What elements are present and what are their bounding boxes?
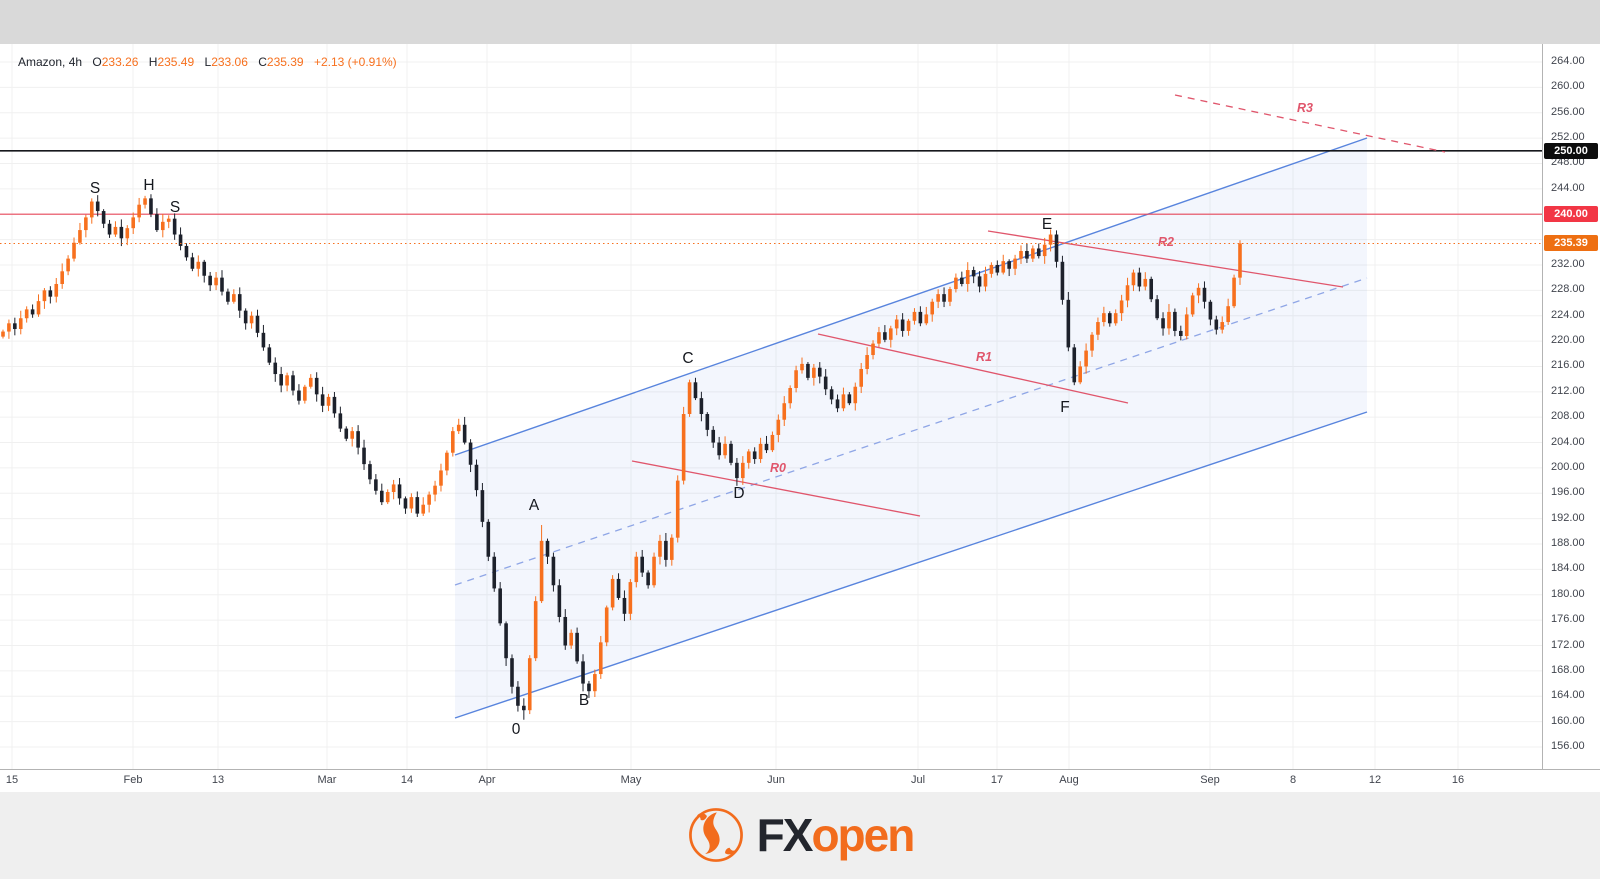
ohlc-low: L233.06 <box>204 55 248 69</box>
price-tick-label: 180.00 <box>1551 587 1585 600</box>
price-tick-label: 164.00 <box>1551 689 1585 702</box>
price-badge: 250.00 <box>1544 142 1598 159</box>
symbol-legend: Amazon, 4h O233.26 H235.49 L233.06 C235.… <box>18 55 404 69</box>
price-tick-label: 172.00 <box>1551 638 1585 651</box>
grid-lines <box>0 44 1542 769</box>
svg-text:0: 0 <box>512 721 521 738</box>
time-axis[interactable]: 15 Feb 13 Mar 14 Apr May Jun Jul 17 Aug Sep 8 12 16 <box>0 769 1600 792</box>
svg-text:A: A <box>529 497 540 514</box>
svg-text:E: E <box>1042 216 1052 233</box>
fxopen-logo[interactable]: FXopen <box>687 806 916 864</box>
time-tick-label: 8 <box>1289 774 1297 786</box>
time-tick-label: 17 <box>990 774 1004 786</box>
price-tick-label: 248.00 <box>1551 156 1585 169</box>
chart-pane[interactable]: R0 R1 R2 R3 S H S 0 A B C D E F Amazon, 4h O233.26 H2… <box>0 44 1542 769</box>
time-tick-label: 12 <box>1368 774 1382 786</box>
time-tick-label: Feb <box>123 774 143 786</box>
price-badge: 240.00 <box>1544 206 1598 223</box>
time-tick-label: Apr <box>478 774 496 786</box>
price-tick-label: 208.00 <box>1551 410 1585 423</box>
ohlc-open: O233.26 <box>92 55 139 69</box>
time-tick-label: 15 <box>5 774 19 786</box>
price-tick-label: 256.00 <box>1551 105 1585 118</box>
price-tick-label: 228.00 <box>1551 283 1585 296</box>
time-tick-label: May <box>620 774 642 786</box>
svg-text:R0: R0 <box>770 461 786 475</box>
price-badge: 235.39 <box>1544 235 1598 252</box>
svg-text:C: C <box>682 350 693 367</box>
price-tick-label: 232.00 <box>1551 257 1585 270</box>
price-tick-label: 212.00 <box>1551 384 1585 397</box>
time-tick-label: 13 <box>211 774 225 786</box>
ohlc-close: C235.39 <box>258 55 304 69</box>
price-tick-label: 260.00 <box>1551 80 1585 93</box>
svg-text:B: B <box>579 692 589 709</box>
time-tick-label: 14 <box>400 774 414 786</box>
time-tick-label: 16 <box>1451 774 1465 786</box>
price-tick-label: 188.00 <box>1551 537 1585 550</box>
time-tick-label: Sep <box>1200 774 1220 786</box>
price-tick-label: 184.00 <box>1551 562 1585 575</box>
fxopen-emblem-icon <box>688 808 743 862</box>
symbol-title[interactable]: Amazon, 4h <box>18 55 83 69</box>
svg-text:R1: R1 <box>976 350 992 364</box>
svg-text:H: H <box>143 177 154 194</box>
footer: FXopen <box>0 791 1600 879</box>
time-tick-label: Aug <box>1059 774 1079 786</box>
price-tick-label: 156.00 <box>1551 740 1585 752</box>
svg-text:S: S <box>170 199 180 216</box>
price-tick-label: 200.00 <box>1551 460 1585 473</box>
price-tick-label: 168.00 <box>1551 663 1585 676</box>
svg-text:R2: R2 <box>1158 235 1174 249</box>
price-tick-label: 224.00 <box>1551 308 1585 321</box>
price-tick-label: 160.00 <box>1551 714 1585 727</box>
ohlc-high: H235.49 <box>148 55 195 69</box>
svg-text:F: F <box>1060 399 1069 416</box>
price-tick-label: 220.00 <box>1551 334 1585 347</box>
svg-text:R3: R3 <box>1297 101 1313 115</box>
trend-channel <box>454 137 1368 719</box>
time-tick-label: Jul <box>910 774 926 786</box>
fxopen-wordmark: FXopen <box>756 809 916 861</box>
time-tick-label: Mar <box>317 774 337 786</box>
candles <box>1 194 1242 720</box>
time-tick-label: Jun <box>767 774 785 786</box>
price-axis[interactable]: 264.00 260.00 256.00 252.00 248.00 244.00 232.… <box>1542 44 1600 769</box>
price-tick-label: 192.00 <box>1551 511 1585 524</box>
price-tick-label: 196.00 <box>1551 486 1585 499</box>
svg-text:S: S <box>90 180 100 197</box>
price-tick-label: 216.00 <box>1551 359 1585 372</box>
top-strip <box>0 0 1600 44</box>
svg-text:D: D <box>733 485 744 502</box>
resistance-lines: R0 R1 R2 R3 <box>631 94 1446 517</box>
price-tick-label: 204.00 <box>1551 435 1585 448</box>
price-level-lines <box>0 149 1542 215</box>
price-tick-label: 176.00 <box>1551 613 1585 626</box>
change-value: +2.13 (+0.91%) <box>313 55 397 69</box>
price-tick-label: 244.00 <box>1551 181 1585 194</box>
price-tick-label: 252.00 <box>1551 131 1585 144</box>
price-tick-label: 264.00 <box>1551 55 1585 67</box>
